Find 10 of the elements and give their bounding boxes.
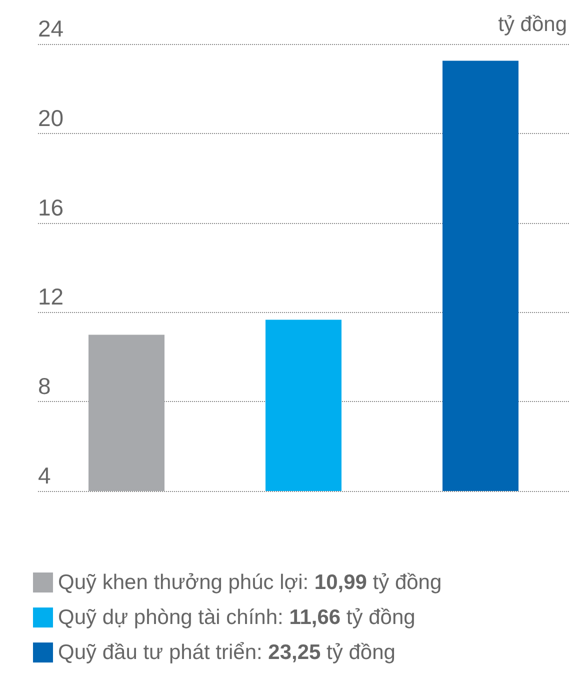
y-tick-label: 24 — [38, 16, 64, 42]
y-tick-label: 4 — [38, 462, 51, 488]
y-tick-label: 16 — [38, 194, 64, 220]
legend-label: Quỹ khen thưởng phúc lợi: 10,99 tỷ đồng — [58, 571, 442, 594]
y-axis-title: tỷ đồng — [498, 13, 568, 36]
y-tick-label: 20 — [38, 104, 64, 131]
y-tick-label: 8 — [38, 373, 51, 400]
y-tick-label: 12 — [38, 284, 64, 310]
legend-label: Quỹ dự phòng tài chính: 11,66 tỷ đồng — [58, 606, 416, 629]
legend-label: Quỹ đầu tư phát triển: 23,25 tỷ đồng — [58, 641, 396, 664]
